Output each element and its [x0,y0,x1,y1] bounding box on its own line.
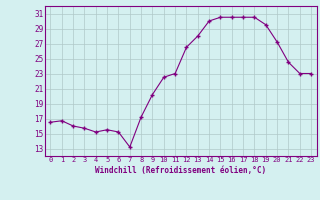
X-axis label: Windchill (Refroidissement éolien,°C): Windchill (Refroidissement éolien,°C) [95,166,266,175]
